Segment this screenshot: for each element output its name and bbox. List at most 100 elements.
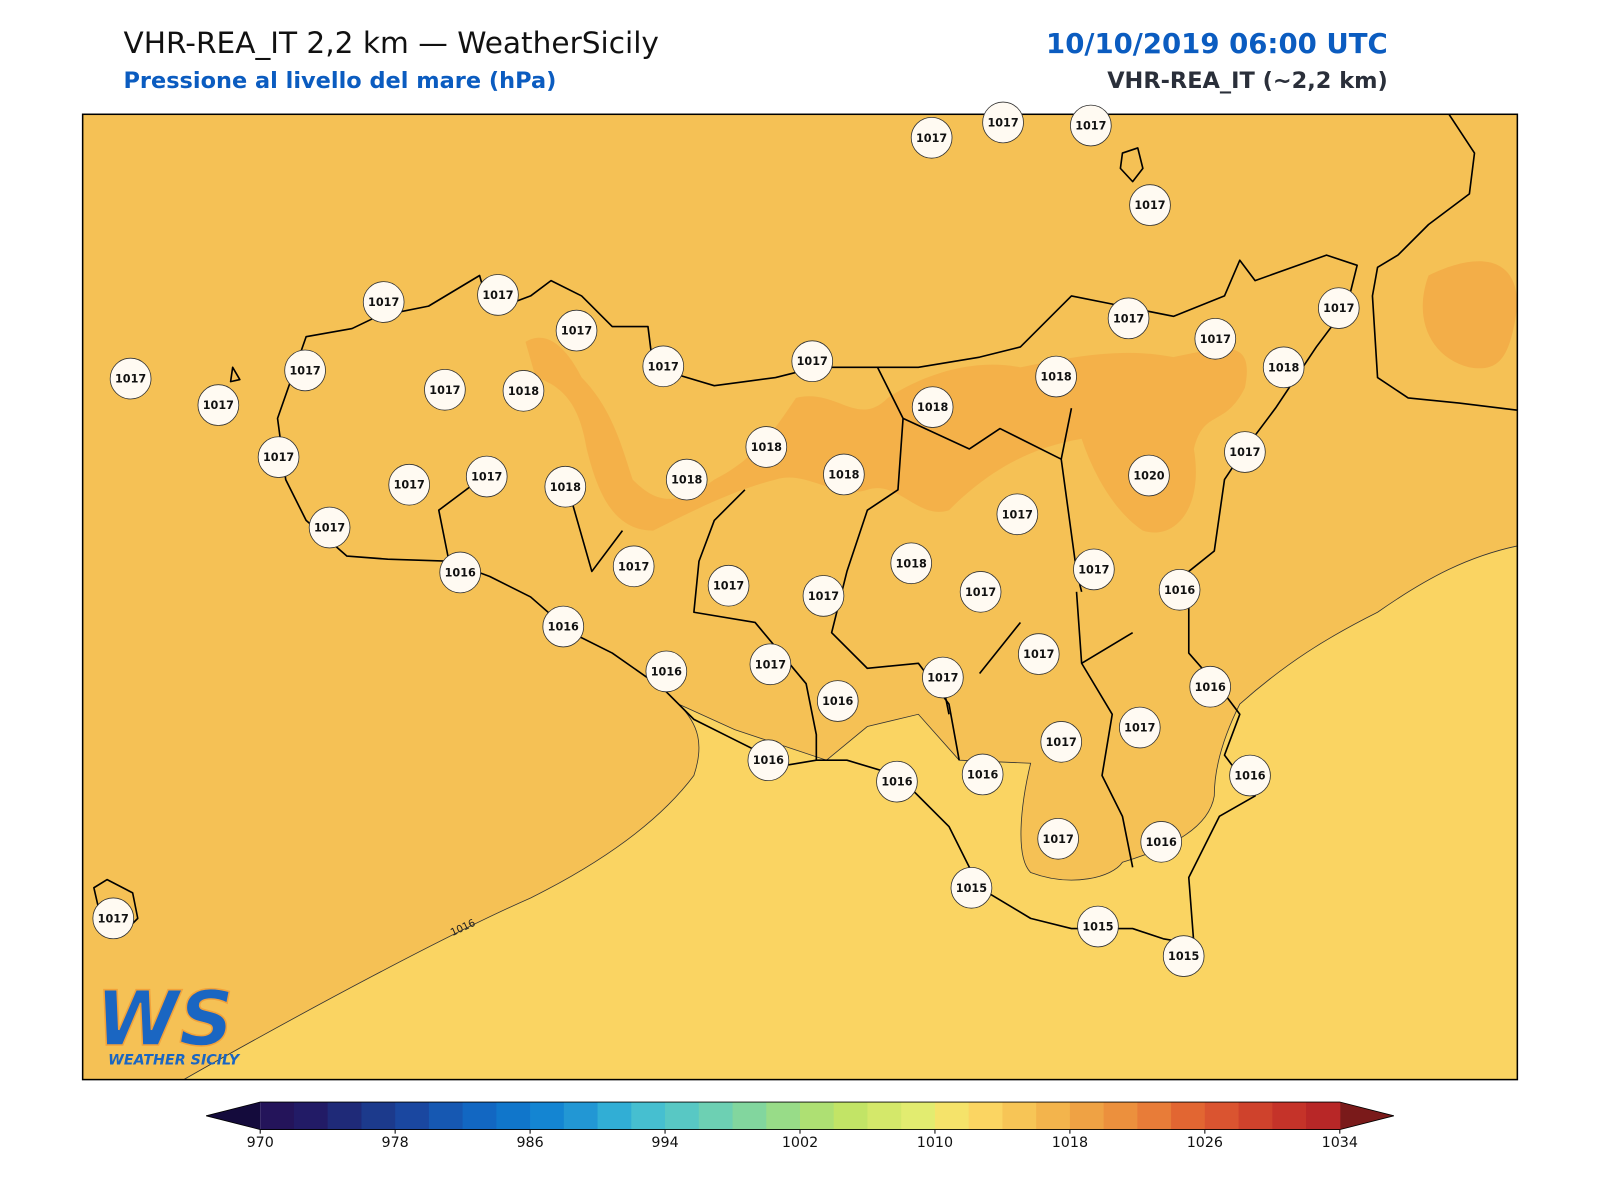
- station: 1015: [1077, 905, 1119, 948]
- station-marker: [982, 101, 1024, 144]
- station-value: 1016: [1146, 836, 1177, 849]
- station-marker: [1162, 935, 1205, 977]
- colorbar-tick-label: 994: [651, 1135, 678, 1151]
- station-marker: [996, 493, 1039, 536]
- station-value: 1016: [1234, 770, 1265, 783]
- station: 1016: [1140, 821, 1183, 863]
- station: 1017: [1107, 297, 1150, 340]
- station: 1017: [802, 575, 845, 617]
- colorbar-swatch: [833, 1102, 868, 1130]
- sicily-coast: [276, 254, 1358, 945]
- station-marker: [707, 564, 750, 607]
- station-marker: [1107, 297, 1150, 340]
- station-value: 1017: [755, 658, 786, 671]
- station-value: 1018: [1268, 361, 1299, 374]
- station-marker: [1035, 355, 1077, 398]
- station-marker: [1158, 568, 1201, 611]
- station: 1017: [555, 309, 598, 352]
- station-marker: [1040, 721, 1083, 763]
- station-marker: [1017, 633, 1060, 675]
- colorbar-swatch: [901, 1102, 936, 1130]
- station-value: 1017: [482, 289, 513, 302]
- station-marker: [257, 436, 300, 478]
- station: 1016: [645, 650, 688, 693]
- station-value: 1017: [394, 479, 425, 492]
- station-marker: [1037, 817, 1079, 860]
- station-value: 1016: [822, 695, 853, 708]
- station-marker: [477, 274, 519, 316]
- station-value: 1018: [896, 557, 927, 570]
- station-value: 1017: [1134, 199, 1165, 212]
- station: 1016: [542, 605, 585, 648]
- station-marker: [439, 551, 482, 594]
- station: 1018: [823, 453, 865, 496]
- colorbar-swatch: [800, 1102, 835, 1130]
- colorbar-swatch: [462, 1102, 497, 1130]
- station-marker: [1129, 184, 1171, 226]
- colorbar-swatch: [563, 1102, 599, 1130]
- station: 1016: [1189, 665, 1232, 708]
- station: 1018: [745, 426, 788, 468]
- station-value: 1016: [881, 776, 912, 789]
- station-marker: [950, 866, 993, 909]
- colorbar-tick-label: 1034: [1322, 1135, 1358, 1151]
- station: 1017: [308, 506, 351, 549]
- station-value: 1017: [471, 471, 502, 484]
- station-marker: [424, 368, 466, 411]
- station-value: 1017: [263, 451, 294, 464]
- station: 1017: [465, 455, 508, 498]
- logo-name: WEATHER SICILY: [108, 1052, 241, 1068]
- station: 1017: [1017, 633, 1060, 675]
- colorbar-swatch: [395, 1102, 430, 1130]
- station-value: 1017: [1043, 833, 1074, 846]
- station-marker: [1118, 706, 1161, 749]
- station-marker: [465, 455, 508, 498]
- station-marker: [1140, 821, 1183, 863]
- station-marker: [612, 545, 655, 588]
- colorbar-tick-label: 1018: [1052, 1135, 1088, 1151]
- calabria-coast: [1371, 114, 1518, 412]
- colorbar-swatch: [597, 1102, 632, 1130]
- station-value: 1017: [429, 384, 460, 397]
- station: 1017: [707, 564, 750, 607]
- station-marker: [109, 357, 152, 400]
- station-value: 1017: [808, 590, 839, 603]
- station: 1017: [1224, 431, 1266, 473]
- station: 1016: [876, 760, 918, 803]
- station-value: 1017: [203, 399, 234, 412]
- colorbar-tick-label: 1002: [782, 1135, 818, 1151]
- station: 1016: [1158, 568, 1201, 611]
- station-value: 1017: [115, 373, 146, 386]
- station-value: 1017: [98, 912, 129, 925]
- station-marker: [959, 571, 1002, 613]
- pressure-high: [1422, 261, 1518, 369]
- station: 1017: [982, 101, 1024, 144]
- station: 1018: [544, 465, 587, 508]
- logo-mark: WS: [96, 975, 234, 1063]
- station-value: 1016: [548, 621, 579, 634]
- colorbar-swatch: [766, 1102, 801, 1130]
- station-marker: [1189, 665, 1232, 708]
- station-value: 1018: [828, 469, 859, 482]
- colorbar-swatch: [361, 1102, 396, 1130]
- station: 1018: [1262, 346, 1305, 389]
- station-value: 1015: [956, 882, 987, 895]
- station-value: 1016: [1164, 584, 1195, 597]
- station: 1017: [959, 571, 1002, 613]
- station-marker: [910, 116, 953, 159]
- colorbar-swatch: [260, 1102, 295, 1130]
- station: 1017: [922, 656, 964, 699]
- colorbar-swatch: [1171, 1102, 1206, 1130]
- colorbar-swatch: [631, 1102, 666, 1130]
- station: 1017: [424, 368, 466, 411]
- colorbar-tick-label: 1026: [1187, 1135, 1223, 1151]
- station-value: 1017: [927, 672, 958, 685]
- colorbar-swatch: [1306, 1102, 1341, 1130]
- station: 1020: [1128, 454, 1170, 497]
- station-value: 1018: [1041, 371, 1072, 384]
- station-marker: [362, 281, 405, 323]
- colorbar-swatch: [1103, 1102, 1138, 1130]
- colorbar-swatch: [530, 1102, 565, 1130]
- colorbar-swatch: [1036, 1102, 1071, 1130]
- station-value: 1016: [445, 566, 476, 579]
